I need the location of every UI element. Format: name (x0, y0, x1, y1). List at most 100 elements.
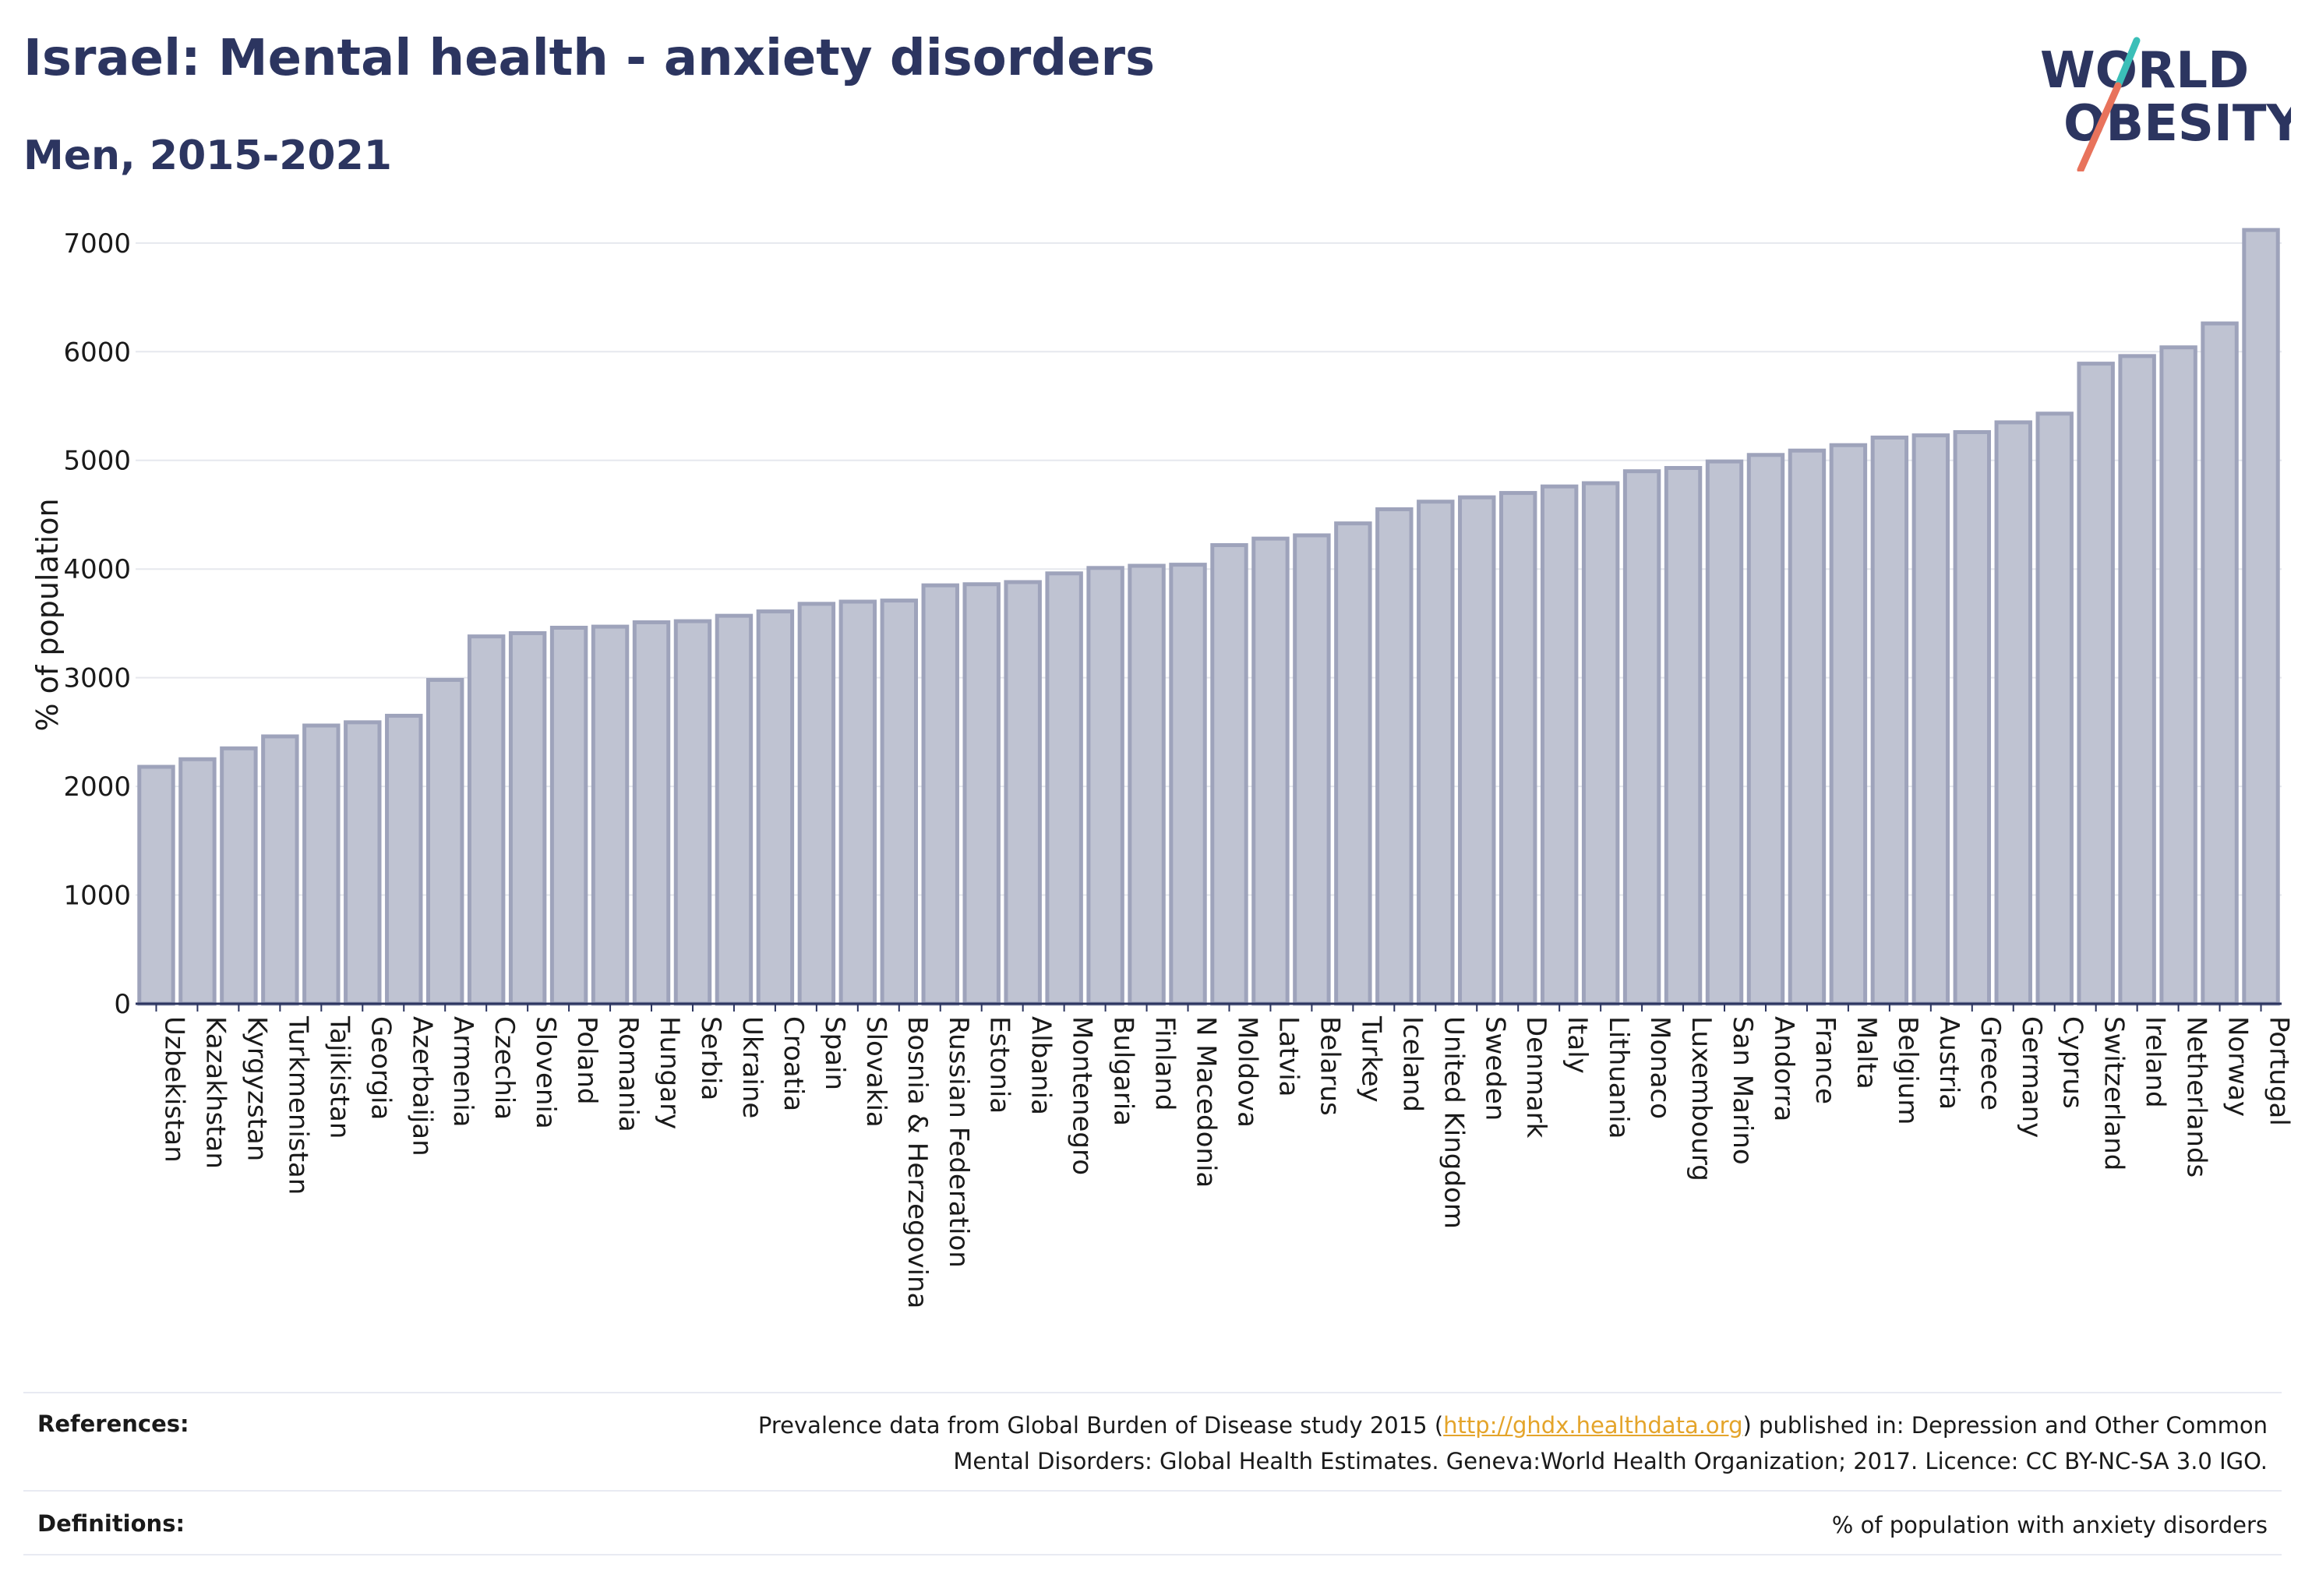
x-tick-label: Iceland (1396, 1016, 1428, 1112)
bar (1911, 433, 1950, 1006)
logo-slash-bottom-icon (2077, 82, 2122, 171)
bar (425, 677, 464, 1006)
definitions-label: Definitions: (37, 1510, 185, 1537)
x-tick-label: Austria (1933, 1016, 1964, 1110)
references-text: Prevalence data from Global Burden of Di… (758, 1407, 2268, 1479)
bar (137, 764, 175, 1006)
x-tick-label: Belgium (1892, 1016, 1923, 1125)
bar (1086, 566, 1124, 1006)
x-tick-label: Portugal (2264, 1016, 2295, 1126)
bar (1829, 443, 1868, 1006)
bar (1045, 571, 1083, 1006)
x-tick-label: Kazakhstan (199, 1016, 231, 1169)
x-tick-label: United Kingdom (1438, 1016, 1469, 1229)
x-tick-label: Georgia (365, 1016, 396, 1120)
x-tick-label: Sweden (1479, 1016, 1510, 1121)
bar (1705, 459, 1744, 1006)
bar (178, 757, 217, 1006)
references-line1: Prevalence data from Global Burden of Di… (758, 1407, 2268, 1443)
x-tick-label: Greece (1975, 1016, 2006, 1110)
x-tick-label: N Macedonia (1191, 1016, 1222, 1188)
y-axis-label: % of population (30, 498, 65, 731)
bar (1746, 453, 1785, 1006)
references-line2: Mental Disorders: Global Health Estimate… (953, 1448, 2268, 1474)
bar (508, 630, 547, 1006)
bar (1788, 448, 1827, 1006)
bar (1251, 536, 1290, 1006)
bar (756, 609, 795, 1006)
bar (1169, 563, 1207, 1006)
x-tick-label: Czechia (489, 1016, 520, 1120)
footer-divider-middle (23, 1490, 2282, 1492)
x-tick-label: Finland (1149, 1016, 1181, 1111)
x-tick-label: Romania (612, 1016, 644, 1132)
bar (2035, 411, 2074, 1006)
x-tick-label: Azerbaijan (406, 1016, 437, 1156)
bar-chart: 0 1000 2000 3000 4000 5000 6000 7000 Uzbekistan… (30, 228, 2295, 1308)
bar (1540, 484, 1579, 1006)
chart-subtitle: Men, 2015-2021 (23, 132, 392, 179)
bar (467, 634, 506, 1006)
bar (1622, 469, 1661, 1006)
bar (921, 583, 959, 1006)
y-tick-label: 2000 (63, 772, 131, 803)
bar (1953, 429, 1992, 1006)
x-tick-label: Turkey (1355, 1015, 1386, 1103)
x-tick-label: France (1809, 1016, 1841, 1104)
bar (1870, 435, 1909, 1006)
bar (261, 734, 299, 1006)
references-link[interactable]: http://ghdx.healthdata.org (1443, 1412, 1743, 1439)
logo-slash-top-icon (2114, 37, 2141, 90)
references-label: References: (37, 1411, 189, 1437)
definitions-row: Definitions: % of population with anxiet… (23, 1507, 2282, 1554)
bar (1210, 543, 1248, 1006)
x-tick-label: Armenia (447, 1016, 478, 1128)
y-tick-label: 5000 (63, 446, 131, 477)
x-tick-label: Bosnia & Herzegovina (902, 1016, 933, 1308)
bar (673, 619, 712, 1006)
bar (549, 625, 588, 1006)
bar (1417, 500, 1455, 1006)
bar (302, 723, 341, 1006)
bar (1375, 507, 1414, 1006)
bar (2118, 354, 2156, 1006)
x-tick-label: San Marino (1727, 1016, 1758, 1165)
bar (1293, 533, 1331, 1006)
x-tick-label: Albania (1025, 1016, 1057, 1115)
bar (1458, 495, 1496, 1006)
x-tick-label: Russian Federation (943, 1016, 974, 1268)
x-tick-label: Turkmenistan (282, 1015, 313, 1195)
x-tick-label: Ukraine (736, 1016, 768, 1118)
bar (1128, 563, 1166, 1006)
bar (344, 720, 382, 1006)
x-tick-label: Slovenia (530, 1016, 561, 1129)
y-tick-label: 7000 (63, 228, 131, 260)
x-tick-label: Croatia (778, 1016, 809, 1111)
y-axis-ticks: 0 1000 2000 3000 4000 5000 6000 7000 (63, 228, 131, 1020)
y-tick-label: 0 (114, 989, 131, 1020)
x-tick-label: Lithuania (1603, 1016, 1634, 1139)
x-tick-label: Cyprus (2057, 1016, 2088, 1109)
x-tick-label: Moldova (1231, 1016, 1262, 1128)
world-obesity-logo: WORLD OBESITY (2040, 37, 2291, 171)
x-tick-label: Monaco (1644, 1016, 1675, 1119)
bar (591, 624, 630, 1006)
x-tick-label: Hungary (654, 1016, 685, 1129)
bar (880, 598, 919, 1006)
x-tick-label: Luxembourg (1686, 1016, 1717, 1181)
bar (632, 620, 671, 1006)
footer-divider-top (23, 1392, 2282, 1393)
y-tick-label: 1000 (63, 881, 131, 912)
x-tick-label: Slovakia (860, 1016, 891, 1128)
bar (1994, 420, 2032, 1006)
bar (715, 613, 754, 1006)
x-tick-label: Andorra (1768, 1016, 1799, 1121)
x-tick-label: Switzerland (2099, 1016, 2130, 1171)
references-row: References: Prevalence data from Global … (23, 1407, 2282, 1493)
bar (1498, 491, 1537, 1006)
bar (220, 746, 258, 1006)
x-tick-label: Malta (1851, 1016, 1882, 1089)
bar (2159, 345, 2197, 1006)
x-tick-label: Denmark (1520, 1016, 1551, 1139)
x-tick-label: Ireland (2140, 1016, 2171, 1108)
